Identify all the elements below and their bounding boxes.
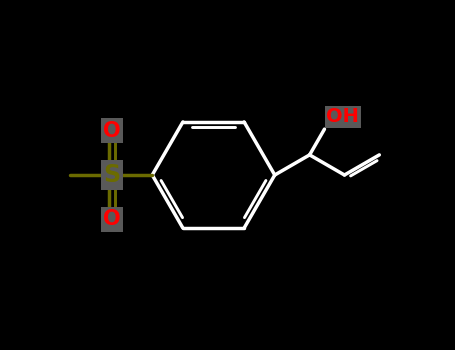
Text: OH: OH <box>326 107 359 126</box>
Text: O: O <box>103 209 121 230</box>
Text: O: O <box>103 120 121 141</box>
Text: S: S <box>103 163 121 187</box>
